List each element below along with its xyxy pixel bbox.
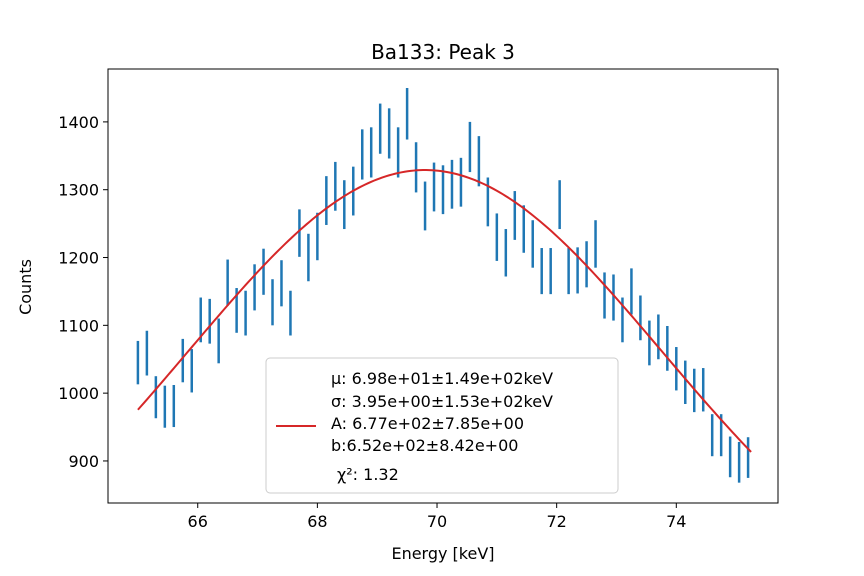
legend-box: [265, 357, 619, 494]
y-tick-label: 900: [68, 452, 99, 471]
legend-mu: μ: 6.98e+01±1.49e+02keV: [331, 369, 553, 388]
fit-curve-line: [137, 169, 752, 453]
y-tick-label: 1400: [58, 113, 99, 132]
chart-title: Ba133: Peak 3: [371, 40, 515, 64]
x-axis: 66 68 70 72 74: [188, 503, 686, 531]
plot-frame: [107, 68, 779, 504]
x-tick-label: 66: [188, 512, 208, 531]
legend: μ: 6.98e+01±1.49e+02keV σ: 3.95e+00±1.53…: [265, 357, 619, 494]
y-tick-label: 1100: [58, 316, 99, 335]
x-tick-label: 70: [427, 512, 447, 531]
y-axis: 900 1000 1100 1200 1300 1400: [58, 113, 108, 471]
x-axis-label: Energy [keV]: [391, 544, 494, 563]
x-tick-label: 72: [546, 512, 566, 531]
x-tick-label: 74: [666, 512, 686, 531]
legend-sigma: σ: 3.95e+00±1.53e+02keV: [331, 392, 553, 411]
y-tick-label: 1000: [58, 384, 99, 403]
legend-chi2: χ²: 1.32: [337, 465, 399, 484]
y-tick-label: 1300: [58, 181, 99, 200]
y-tick-label: 1200: [58, 249, 99, 268]
plot-area: [136, 87, 752, 483]
y-axis-label: Counts: [16, 259, 35, 315]
legend-amplitude: A: 6.77e+02±7.85e+00: [331, 414, 524, 433]
legend-baseline: b:6.52e+02±8.42e+00: [331, 436, 518, 455]
x-tick-label: 68: [307, 512, 327, 531]
